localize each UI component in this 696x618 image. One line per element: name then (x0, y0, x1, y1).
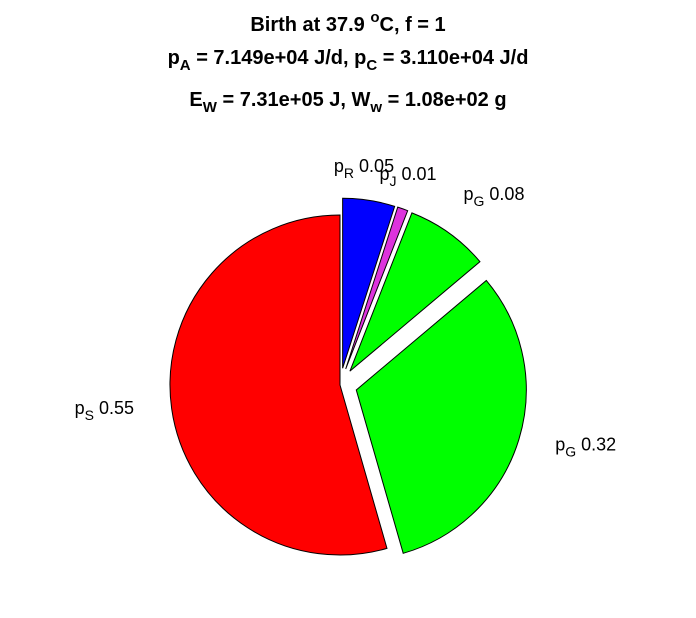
title-line-3: EW = 7.31e+05 J, Ww = 1.08e+02 g (189, 89, 506, 116)
pie-slice-ps-5 (169, 214, 388, 556)
title-line-2: pA = 7.149e+04 J/d, pC = 3.110e+04 J/d (168, 47, 529, 74)
title-line-1: Birth at 37.9 oC, f = 1 (250, 9, 445, 36)
pie-slices (169, 197, 527, 556)
chart-title: Birth at 37.9 oC, f = 1 pA = 7.149e+04 J/… (168, 9, 529, 116)
pie-slice-pr-1 (342, 197, 396, 369)
pie-slice-pg-3 (349, 212, 481, 372)
pie-slice-pg-4 (355, 279, 527, 554)
slice-label-2: pJ 0.01 (379, 164, 436, 189)
slice-label-3: pG 0.08 (464, 184, 525, 209)
slice-label-5: pS 0.55 (75, 398, 134, 423)
slice-label-1: pR 0.05 (334, 156, 394, 181)
pie-slice-pj-2 (345, 206, 409, 370)
slice-label-4: pG 0.32 (555, 435, 616, 460)
